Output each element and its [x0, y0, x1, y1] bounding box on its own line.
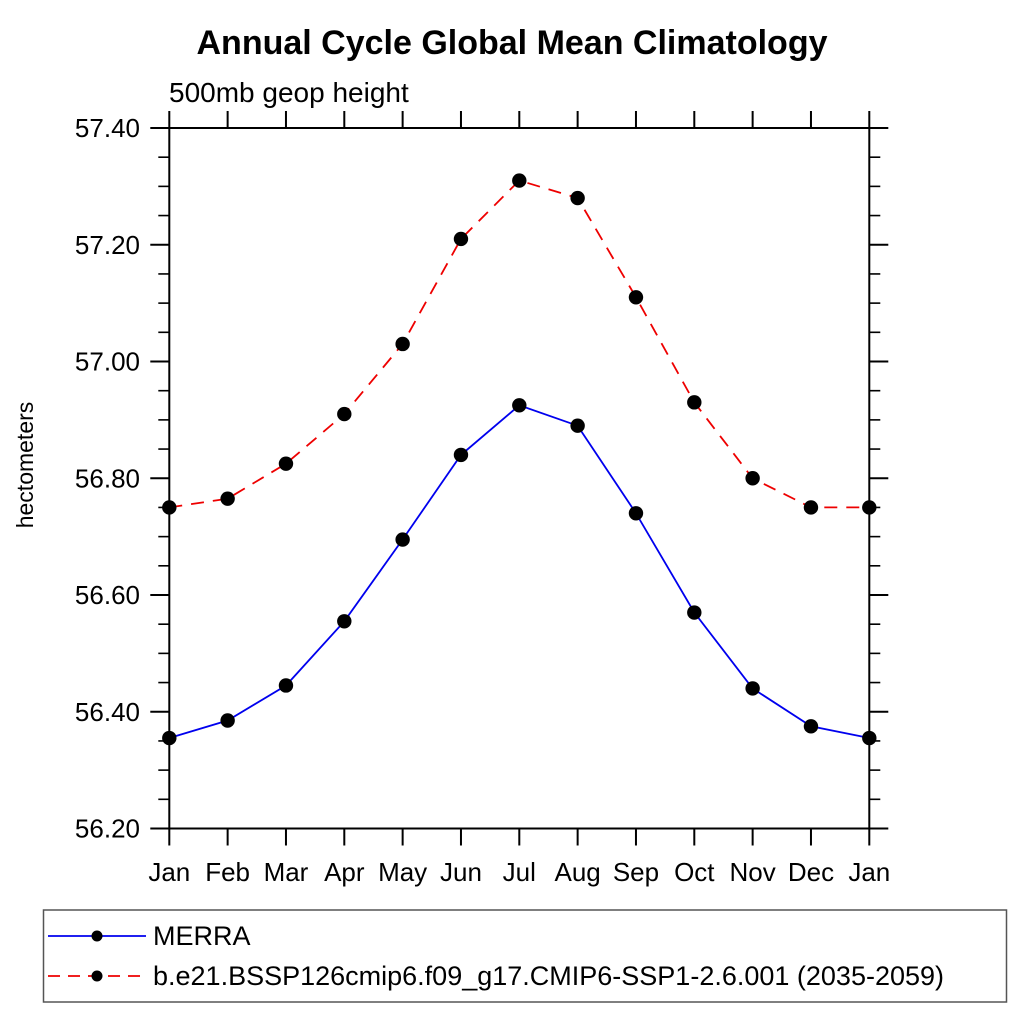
- data-point-marker: [687, 605, 702, 620]
- legend-marker-ssp126: [91, 970, 103, 982]
- data-point-marker: [803, 719, 819, 734]
- data-point-marker: [220, 491, 235, 506]
- legend-box: [42, 909, 1008, 1003]
- data-point-marker: [570, 418, 585, 433]
- y-tick-label: 57.20: [75, 230, 140, 260]
- data-point-marker: [453, 231, 469, 247]
- x-tick-label: Aug: [555, 857, 601, 887]
- x-tick-label: Dec: [788, 857, 834, 887]
- x-tick-label: Jun: [440, 857, 482, 887]
- x-tick-label: May: [378, 857, 427, 887]
- series-line-0: [169, 404, 870, 739]
- data-point-marker: [687, 395, 702, 410]
- legend: MERRA b.e21.BSSP126cmip6.f09_g17.CMIP6-S…: [42, 909, 1008, 1003]
- data-point-marker: [512, 398, 527, 413]
- y-tick-label: 57.40: [75, 113, 140, 143]
- y-tick-label: 56.40: [75, 697, 140, 727]
- chart-subtitle: 500mb geop height: [169, 77, 409, 108]
- data-point-marker: [278, 678, 294, 693]
- data-point-marker: [162, 500, 177, 515]
- data-point-marker: [862, 730, 877, 746]
- y-axis-label: hectometers: [12, 402, 38, 529]
- x-tick-label: Mar: [264, 857, 309, 887]
- data-point-marker: [395, 532, 410, 547]
- data-point-marker: [453, 447, 469, 463]
- data-point-marker: [512, 173, 527, 188]
- data-point-marker: [278, 456, 294, 471]
- plot-frame: [168, 127, 871, 830]
- legend-marker-merra: [91, 930, 103, 942]
- data-point-marker: [220, 713, 235, 728]
- chart-title: Annual Cycle Global Mean Climatology: [197, 24, 828, 62]
- x-tick-label: Sep: [613, 857, 659, 887]
- x-tick-label: Nov: [730, 857, 776, 887]
- y-tick-label: 56.80: [75, 463, 140, 493]
- plot-area: Jan Feb Mar Apr May Jun Jul Aug Sep Oct Nov Dec Jan 5…: [75, 111, 890, 887]
- data-point-marker: [337, 406, 352, 422]
- x-tick-label: Jan: [148, 857, 190, 887]
- x-tick-label: Oct: [674, 857, 715, 887]
- data-point-marker: [628, 506, 644, 521]
- data-point-marker: [862, 500, 877, 515]
- x-tick-label: Apr: [324, 857, 365, 887]
- y-tick-label: 57.00: [75, 347, 140, 377]
- data-point-marker: [570, 190, 585, 206]
- x-tick-label: Feb: [205, 857, 250, 887]
- x-tick-label: Jan: [848, 857, 890, 887]
- y-tick-label: 56.20: [75, 814, 140, 844]
- data-point-marker: [628, 290, 644, 305]
- y-tick-label: 56.60: [75, 580, 140, 610]
- data-point-marker: [395, 336, 410, 352]
- data-point-marker: [162, 730, 177, 746]
- series-line-1: [169, 179, 870, 509]
- x-tick-label: Jul: [503, 857, 536, 887]
- legend-label-ssp126: b.e21.BSSP126cmip6.f09_g17.CMIP6-SSP1-2.…: [153, 961, 944, 991]
- data-point-marker: [337, 614, 352, 629]
- data-point-marker: [803, 500, 819, 515]
- data-point-marker: [745, 471, 760, 486]
- legend-label-merra: MERRA: [153, 921, 251, 951]
- data-point-marker: [745, 681, 760, 696]
